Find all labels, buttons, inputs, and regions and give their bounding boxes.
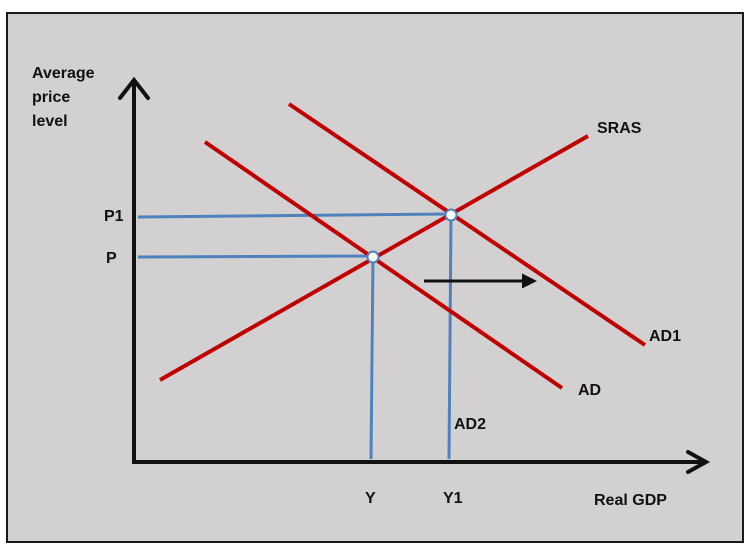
sras-label: SRAS: [597, 120, 642, 137]
y-guide-line: [369, 256, 375, 460]
p-guide-line: [137, 254, 374, 259]
ad1-curve: [287, 102, 647, 347]
output-tick-y1: Y1: [443, 490, 463, 507]
diagram-frame: [6, 12, 744, 543]
y-axis-label-line-2: price: [32, 89, 70, 106]
price-tick-p1: P1: [104, 208, 124, 225]
ad-label: AD: [578, 382, 601, 399]
x-axis-arrowhead: [686, 450, 711, 474]
output-tick-y: Y: [365, 490, 376, 507]
equilibrium-point-initial: [366, 250, 380, 264]
ad-curve: [203, 140, 564, 390]
y-axis-label-line-1: Average: [32, 65, 95, 82]
price-tick-p: P: [106, 250, 117, 267]
y-axis-label-line-3: level: [32, 113, 68, 130]
y1-guide-line: [447, 215, 453, 460]
x-axis-label: Real GDP: [594, 492, 667, 509]
y-axis-arrowhead: [118, 76, 150, 100]
ad2-label: AD2: [454, 416, 486, 433]
ad1-label: AD1: [649, 328, 681, 345]
p1-guide-line: [137, 212, 451, 219]
equilibrium-point-new: [444, 208, 458, 222]
